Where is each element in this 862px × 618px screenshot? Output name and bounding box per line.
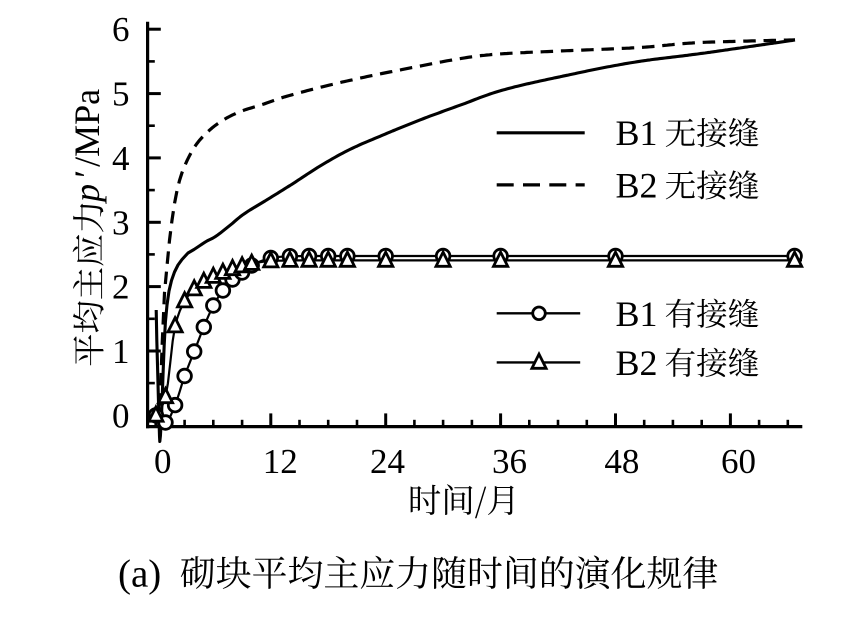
svg-text:2: 2 [112, 268, 130, 307]
svg-text:p: p [67, 184, 107, 205]
svg-text:6: 6 [112, 10, 130, 49]
svg-text:(a): (a) [118, 553, 161, 596]
svg-text:1: 1 [112, 332, 130, 371]
svg-text:B1: B1 [616, 294, 658, 334]
svg-text:3: 3 [112, 203, 130, 242]
svg-text:B1: B1 [616, 113, 658, 153]
svg-text:0: 0 [154, 442, 172, 481]
svg-text:5: 5 [112, 75, 130, 114]
svg-text:/MPa: /MPa [67, 89, 107, 167]
svg-text:4: 4 [112, 139, 130, 178]
svg-text:′: ′ [67, 170, 107, 178]
svg-text:36: 36 [492, 442, 527, 481]
svg-text:0: 0 [112, 396, 130, 435]
svg-text:B2: B2 [616, 343, 658, 383]
svg-text:24: 24 [370, 442, 405, 481]
svg-text:48: 48 [604, 442, 639, 481]
svg-text:12: 12 [263, 442, 298, 481]
svg-text:60: 60 [721, 442, 756, 481]
svg-text:B2: B2 [616, 165, 658, 205]
